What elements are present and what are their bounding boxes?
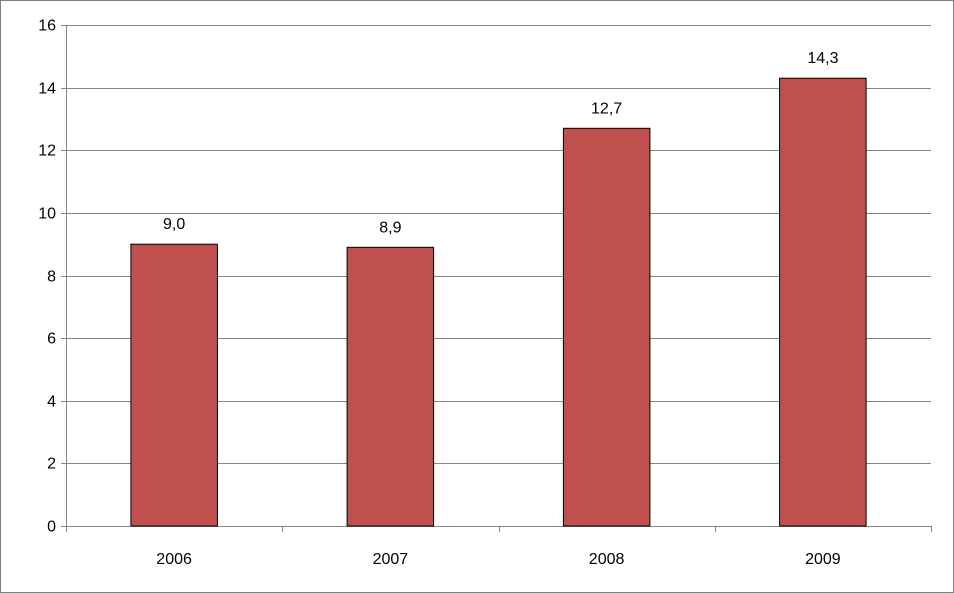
y-tick-label-14: 14 bbox=[38, 81, 56, 98]
bars bbox=[130, 77, 867, 527]
y-tick-label-6: 6 bbox=[47, 331, 56, 348]
y-tick-label-10: 10 bbox=[38, 206, 56, 223]
bar-2008 bbox=[562, 127, 651, 527]
x-tick-label-2007: 2007 bbox=[373, 551, 409, 568]
bar-2006 bbox=[130, 243, 218, 527]
y-axis-tick-labels: 0 2 4 6 8 10 12 14 16 bbox=[38, 18, 56, 536]
axes bbox=[61, 25, 932, 532]
y-tick-label-2: 2 bbox=[47, 456, 56, 473]
data-label-2007: 8,9 bbox=[379, 219, 401, 236]
data-label-2006: 9,0 bbox=[163, 216, 185, 233]
bar-2009 bbox=[779, 77, 867, 527]
y-tick-label-0: 0 bbox=[47, 519, 56, 536]
y-tick-label-4: 4 bbox=[47, 394, 56, 411]
x-tick-label-2006: 2006 bbox=[156, 551, 192, 568]
y-tick-label-16: 16 bbox=[38, 18, 56, 35]
data-label-2008: 12,7 bbox=[591, 100, 622, 117]
data-label-2009: 14,3 bbox=[807, 50, 838, 67]
x-axis-category-labels: 2006 2007 2008 2009 bbox=[156, 551, 840, 568]
data-labels: 9,0 8,9 12,7 14,3 bbox=[163, 50, 839, 236]
x-tick-label-2009: 2009 bbox=[805, 551, 841, 568]
bar-2007 bbox=[346, 246, 435, 527]
y-tick-label-12: 12 bbox=[38, 143, 56, 160]
x-tick-label-2008: 2008 bbox=[589, 551, 625, 568]
y-tick-label-8: 8 bbox=[47, 269, 56, 286]
